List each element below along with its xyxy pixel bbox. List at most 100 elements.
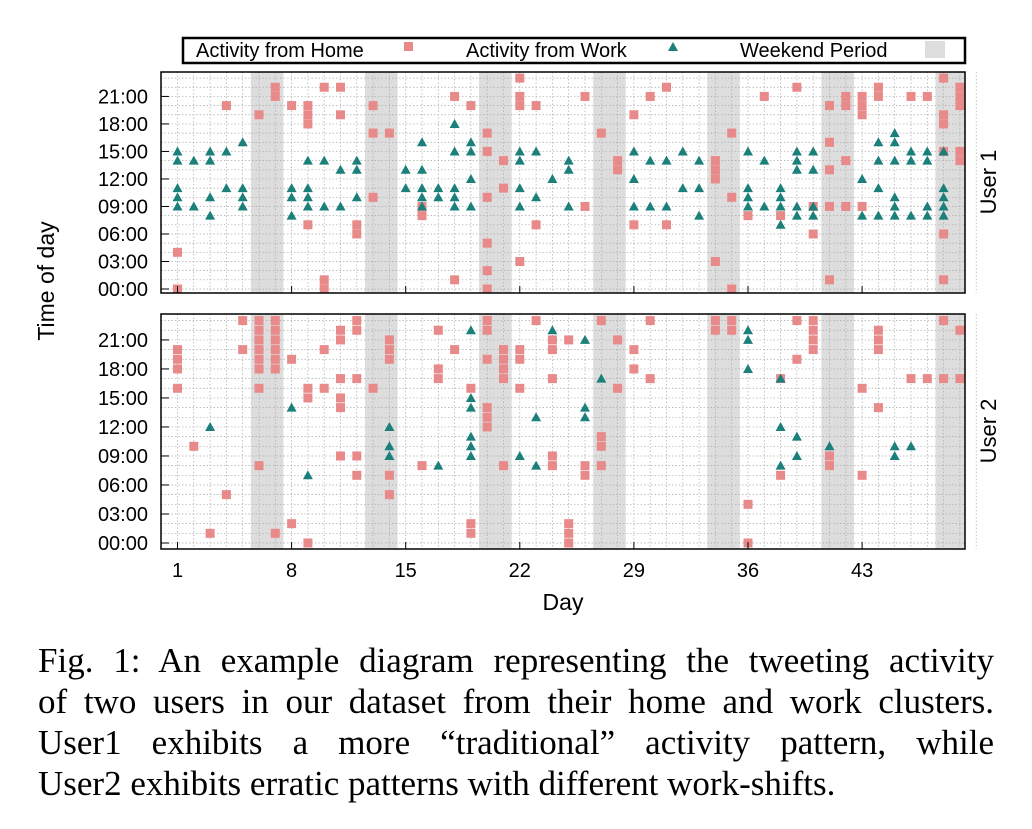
work-activity-point xyxy=(889,155,900,165)
home-activity-point xyxy=(825,461,834,471)
home-activity-point xyxy=(580,91,590,101)
home-activity-point xyxy=(939,73,949,83)
y-tick-label: 15:00 xyxy=(98,141,148,163)
work-activity-point xyxy=(172,201,183,211)
y-tick-label: 00:00 xyxy=(98,533,148,555)
home-activity-point xyxy=(352,451,362,461)
home-activity-point xyxy=(482,422,492,432)
work-activity-point xyxy=(759,155,770,165)
work-activity-point xyxy=(547,325,558,335)
y-tick-label: 06:00 xyxy=(98,475,148,497)
home-activity-point xyxy=(596,441,606,451)
home-activity-point xyxy=(564,528,574,538)
work-activity-point xyxy=(417,192,427,202)
work-activity-point xyxy=(514,146,525,156)
y-tick-label: 09:00 xyxy=(98,446,148,468)
panel-user-2: 00:00 03:00 06:00 09:00 12:00 15:00 18:00 21:00… xyxy=(98,313,1001,555)
x-tick-label: 29 xyxy=(623,560,645,582)
home-activity-point xyxy=(939,374,949,384)
marks-user-2 xyxy=(173,316,965,548)
home-activity-point xyxy=(336,110,345,120)
home-activity-point xyxy=(384,128,394,138)
x-tick-label: 8 xyxy=(286,560,297,582)
work-activity-point xyxy=(661,201,672,211)
work-activity-point xyxy=(465,392,476,402)
home-activity-point xyxy=(270,82,280,92)
home-activity-point xyxy=(596,316,606,326)
work-activity-point xyxy=(938,183,949,193)
caption-line-1: Fig. 1: An example diagram representing … xyxy=(38,641,994,680)
work-activity-point xyxy=(791,210,802,220)
work-activity-point xyxy=(628,173,639,183)
home-activity-point xyxy=(336,451,345,461)
work-activity-point xyxy=(237,183,248,193)
work-activity-point xyxy=(465,325,476,335)
x-tick-label: 1 xyxy=(172,560,183,582)
work-activity-point xyxy=(580,334,590,344)
work-activity-point xyxy=(433,183,444,193)
work-activity-point xyxy=(743,146,753,156)
x-tick-label: 36 xyxy=(737,560,759,582)
home-activity-point xyxy=(515,73,525,83)
legend-label-home: Activity from Home xyxy=(196,40,364,62)
panel-user-1: 00:00 03:00 06:00 09:00 12:00 15:00 18:00 21:00… xyxy=(98,71,1001,301)
work-activity-point xyxy=(743,192,753,202)
work-activity-point xyxy=(906,210,916,220)
work-activity-point xyxy=(775,192,786,202)
home-activity-point xyxy=(873,345,883,355)
work-activity-point xyxy=(465,431,476,441)
work-activity-point xyxy=(465,146,476,156)
work-activity-point xyxy=(465,201,476,211)
work-activity-point xyxy=(302,192,313,202)
home-activity-point xyxy=(825,275,834,285)
home-activity-point xyxy=(531,101,541,111)
home-activity-point xyxy=(270,91,280,101)
work-activity-point xyxy=(172,192,183,202)
work-activity-point xyxy=(906,441,916,451)
home-activity-point xyxy=(515,383,525,393)
home-activity-point xyxy=(710,256,720,266)
panel-label-user-1: User 1 xyxy=(976,150,1001,215)
home-activity-point xyxy=(450,345,460,355)
work-activity-point xyxy=(922,146,933,156)
home-activity-point xyxy=(613,165,623,175)
home-activity-point xyxy=(580,201,590,211)
home-activity-point xyxy=(270,345,280,355)
home-activity-point xyxy=(922,374,932,384)
home-activity-point xyxy=(287,101,297,111)
home-activity-point xyxy=(841,156,851,166)
work-activity-point xyxy=(743,325,753,335)
work-activity-point xyxy=(563,164,574,174)
work-activity-point xyxy=(677,183,688,193)
work-activity-point xyxy=(824,441,835,451)
home-activity-point xyxy=(759,91,769,101)
home-activity-point xyxy=(384,470,394,480)
work-activity-point xyxy=(335,164,346,174)
home-activity-point xyxy=(450,275,460,285)
work-activity-point xyxy=(547,173,558,183)
weekend-band xyxy=(593,72,626,293)
work-activity-point xyxy=(743,183,753,193)
home-activity-point xyxy=(270,364,280,374)
work-activity-point xyxy=(775,183,786,193)
home-activity-point xyxy=(336,335,345,345)
work-activity-point xyxy=(514,201,525,211)
home-activity-point xyxy=(776,211,786,221)
home-activity-point xyxy=(710,156,720,166)
home-activity-point xyxy=(368,101,378,111)
home-activity-point xyxy=(433,374,443,384)
home-activity-point xyxy=(792,354,802,364)
x-tick-label: 22 xyxy=(509,560,531,582)
work-activity-point xyxy=(889,441,900,451)
home-activity-point xyxy=(254,354,264,364)
y-tick-label: 15:00 xyxy=(98,388,148,410)
figure-caption: Fig. 1: An example diagram representing … xyxy=(38,640,994,804)
work-activity-point xyxy=(791,146,802,156)
home-activity-point xyxy=(433,325,443,335)
work-activity-point xyxy=(873,155,884,165)
weekend-band xyxy=(593,314,626,549)
home-activity-point xyxy=(482,146,492,156)
work-activity-point xyxy=(677,146,688,156)
work-activity-point xyxy=(205,192,216,202)
home-activity-point xyxy=(254,345,264,355)
